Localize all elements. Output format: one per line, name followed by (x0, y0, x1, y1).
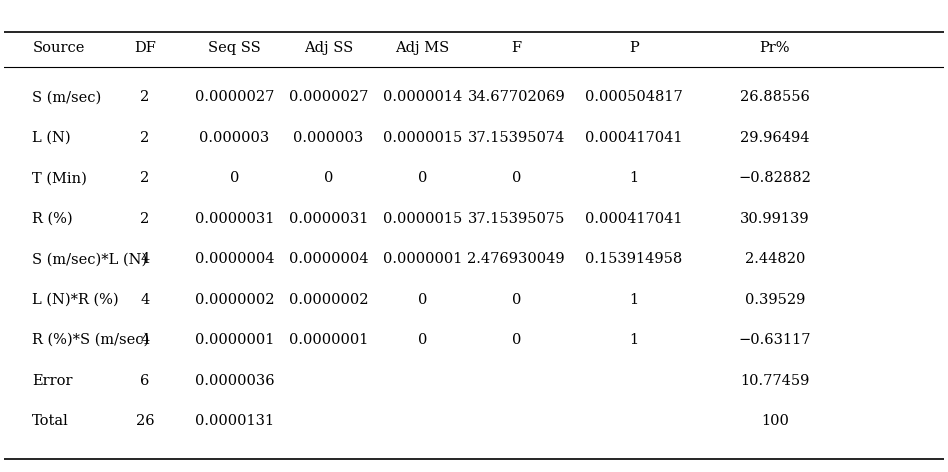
Text: −0.63117: −0.63117 (738, 333, 811, 347)
Text: 26.88556: 26.88556 (739, 91, 810, 104)
Text: 0: 0 (512, 333, 521, 347)
Text: 6: 6 (140, 373, 150, 388)
Text: 1: 1 (629, 293, 638, 307)
Text: 0: 0 (512, 171, 521, 185)
Text: S (m/sec): S (m/sec) (32, 91, 101, 104)
Text: 0.0000001: 0.0000001 (383, 252, 462, 266)
Text: 2: 2 (140, 131, 150, 145)
Text: 0.0000131: 0.0000131 (195, 414, 274, 428)
Text: 10.77459: 10.77459 (740, 373, 810, 388)
Text: 4: 4 (140, 333, 150, 347)
Text: F: F (511, 41, 521, 55)
Text: 0.39529: 0.39529 (744, 293, 805, 307)
Text: P: P (629, 41, 639, 55)
Text: 0.000003: 0.000003 (293, 131, 363, 145)
Text: 2.476930049: 2.476930049 (467, 252, 565, 266)
Text: 1: 1 (629, 333, 638, 347)
Text: 0.0000031: 0.0000031 (288, 212, 368, 226)
Text: Pr%: Pr% (759, 41, 790, 55)
Text: 0.000003: 0.000003 (199, 131, 269, 145)
Text: 2: 2 (140, 212, 150, 226)
Text: Error: Error (32, 373, 73, 388)
Text: 0.000417041: 0.000417041 (585, 131, 683, 145)
Text: 0: 0 (418, 293, 427, 307)
Text: 0.000417041: 0.000417041 (585, 212, 683, 226)
Text: −0.82882: −0.82882 (738, 171, 811, 185)
Text: 0.0000002: 0.0000002 (288, 293, 368, 307)
Text: 1: 1 (629, 171, 638, 185)
Text: 0.0000001: 0.0000001 (288, 333, 368, 347)
Text: 0.0000031: 0.0000031 (194, 212, 274, 226)
Text: 0.0000002: 0.0000002 (194, 293, 274, 307)
Text: Total: Total (32, 414, 69, 428)
Text: T (Min): T (Min) (32, 171, 87, 185)
Text: 0.0000004: 0.0000004 (288, 252, 368, 266)
Text: 29.96494: 29.96494 (740, 131, 810, 145)
Text: 0.0000027: 0.0000027 (288, 91, 368, 104)
Text: L (N): L (N) (32, 131, 71, 145)
Text: 0.153914958: 0.153914958 (585, 252, 683, 266)
Text: 0.0000015: 0.0000015 (383, 212, 462, 226)
Text: 2: 2 (140, 171, 150, 185)
Text: 0: 0 (418, 171, 427, 185)
Text: R (%)*S (m/sec): R (%)*S (m/sec) (32, 333, 150, 347)
Text: 0.0000036: 0.0000036 (194, 373, 274, 388)
Text: Adj MS: Adj MS (395, 41, 449, 55)
Text: 37.15395075: 37.15395075 (467, 212, 565, 226)
Text: 37.15395074: 37.15395074 (467, 131, 565, 145)
Text: 30.99139: 30.99139 (739, 212, 810, 226)
Text: 0.0000015: 0.0000015 (383, 131, 462, 145)
Text: Seq SS: Seq SS (208, 41, 261, 55)
Text: 0: 0 (512, 293, 521, 307)
Text: 2: 2 (140, 91, 150, 104)
Text: 0.0000004: 0.0000004 (194, 252, 274, 266)
Text: DF: DF (135, 41, 156, 55)
Text: 26: 26 (136, 414, 155, 428)
Text: 0.0000001: 0.0000001 (194, 333, 274, 347)
Text: 0: 0 (323, 171, 333, 185)
Text: 100: 100 (760, 414, 789, 428)
Text: 0.0000027: 0.0000027 (194, 91, 274, 104)
Text: Adj SS: Adj SS (303, 41, 353, 55)
Text: 34.67702069: 34.67702069 (467, 91, 565, 104)
Text: 0.000504817: 0.000504817 (585, 91, 683, 104)
Text: Source: Source (32, 41, 84, 55)
Text: 4: 4 (140, 252, 150, 266)
Text: 2.44820: 2.44820 (744, 252, 805, 266)
Text: R (%): R (%) (32, 212, 73, 226)
Text: S (m/sec)*L (N): S (m/sec)*L (N) (32, 252, 148, 266)
Text: 0.0000014: 0.0000014 (383, 91, 462, 104)
Text: 0: 0 (229, 171, 239, 185)
Text: L (N)*R (%): L (N)*R (%) (32, 293, 119, 307)
Text: 0: 0 (418, 333, 427, 347)
Text: 4: 4 (140, 293, 150, 307)
